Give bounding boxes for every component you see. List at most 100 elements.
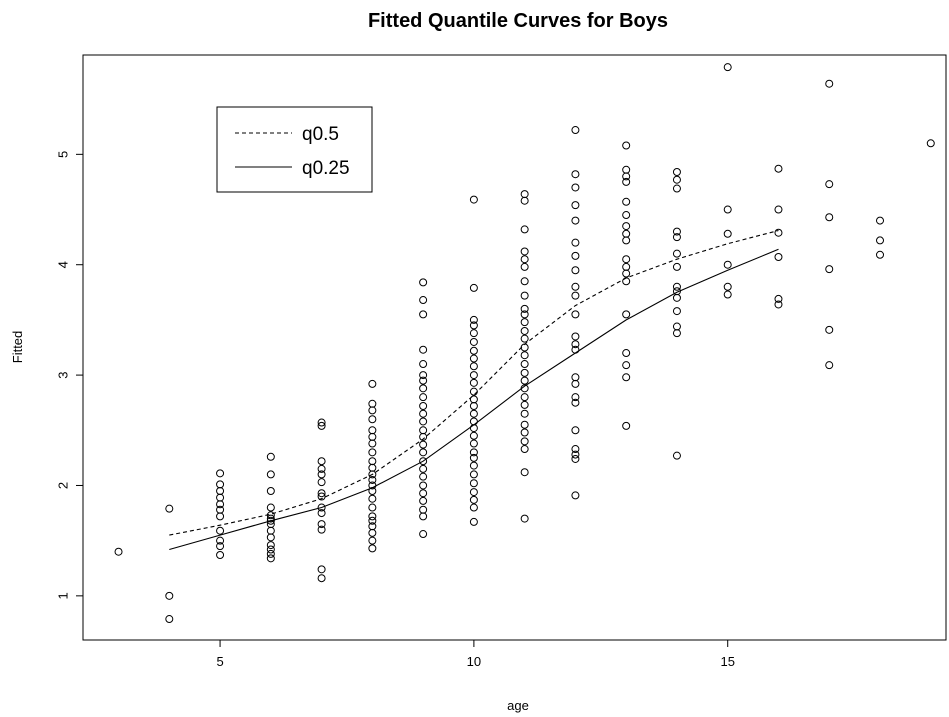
data-point — [266, 541, 275, 550]
data-point — [571, 266, 580, 275]
data-point — [571, 332, 580, 341]
data-point — [419, 296, 428, 305]
data-point — [469, 517, 478, 526]
data-point — [622, 349, 631, 358]
data-point — [571, 216, 580, 225]
data-point — [520, 376, 529, 385]
data-point — [774, 252, 783, 261]
data-point — [114, 547, 123, 556]
data-point — [622, 373, 631, 382]
data-point — [520, 343, 529, 352]
data-point — [317, 470, 326, 479]
data-point — [419, 512, 428, 521]
data-point — [266, 545, 275, 554]
data-point — [571, 310, 580, 319]
data-point — [469, 424, 478, 433]
data-point — [723, 290, 732, 299]
data-point — [266, 452, 275, 461]
curve-q0.5 — [169, 229, 779, 536]
data-point — [622, 310, 631, 319]
data-point — [469, 409, 478, 418]
data-point — [723, 229, 732, 238]
curve-q0.25 — [169, 248, 779, 551]
data-point — [774, 228, 783, 237]
data-point — [216, 486, 225, 495]
data-point — [469, 439, 478, 448]
data-point — [266, 533, 275, 542]
data-point — [622, 222, 631, 231]
data-point — [825, 325, 834, 334]
data-point — [469, 378, 478, 387]
data-point — [571, 340, 580, 349]
data-point — [419, 505, 428, 514]
data-point — [419, 376, 428, 385]
data-point — [266, 526, 275, 535]
data-point — [774, 205, 783, 214]
data-point — [419, 402, 428, 410]
data-point — [622, 236, 631, 245]
y-tick-label: 4 — [56, 261, 71, 268]
data-point — [571, 170, 580, 179]
data-point — [469, 346, 478, 355]
data-point — [825, 180, 834, 189]
data-point — [571, 491, 580, 500]
data-point — [571, 450, 580, 459]
data-point — [419, 464, 428, 473]
data-point — [216, 469, 225, 478]
legend: q0.5 q0.25 — [216, 106, 373, 193]
data-point — [825, 265, 834, 274]
data-point — [216, 551, 225, 560]
data-point — [368, 439, 377, 448]
data-point — [419, 440, 428, 449]
data-point — [622, 165, 631, 174]
data-point — [368, 470, 377, 479]
data-point — [571, 291, 580, 300]
data-point — [520, 247, 529, 256]
data-point — [317, 457, 326, 466]
data-point — [368, 448, 377, 457]
data-point — [469, 354, 478, 363]
data-point — [419, 496, 428, 505]
data-point — [216, 512, 225, 521]
data-point — [469, 283, 478, 292]
legend-box — [216, 106, 373, 193]
quantile-curves — [169, 229, 779, 551]
y-axis-label: Fitted — [10, 331, 25, 364]
data-point — [368, 544, 377, 553]
data-point — [469, 387, 478, 396]
data-point — [469, 448, 478, 457]
x-tick-label: 5 — [216, 654, 223, 669]
data-point — [165, 591, 174, 600]
data-point — [622, 361, 631, 370]
data-point — [469, 488, 478, 497]
data-point — [469, 495, 478, 504]
data-point — [266, 516, 275, 525]
data-point — [317, 464, 326, 473]
data-point — [419, 278, 428, 287]
legend-label-q0.25: q0.25 — [302, 158, 350, 179]
y-tick-label: 2 — [56, 482, 71, 489]
data-point — [368, 406, 377, 415]
y-tick-label: 3 — [56, 371, 71, 378]
data-point — [368, 503, 377, 512]
data-point — [368, 379, 377, 388]
data-point — [266, 470, 275, 479]
y-tick-label: 5 — [56, 151, 71, 158]
data-point — [520, 334, 529, 343]
data-point — [622, 197, 631, 206]
data-point — [876, 236, 885, 245]
data-point — [825, 213, 834, 222]
data-point — [317, 565, 326, 574]
data-point — [317, 525, 326, 534]
data-point — [368, 399, 377, 408]
data-point — [774, 294, 783, 303]
data-point — [368, 512, 377, 521]
data-point — [571, 238, 580, 247]
chart-title: Fitted Quantile Curves for Boys — [368, 10, 668, 32]
data-point — [571, 426, 580, 435]
data-point — [723, 205, 732, 214]
x-axis-label: age — [507, 698, 529, 713]
x-tick-label: 10 — [467, 654, 481, 669]
data-point — [571, 282, 580, 291]
data-point — [672, 184, 681, 193]
